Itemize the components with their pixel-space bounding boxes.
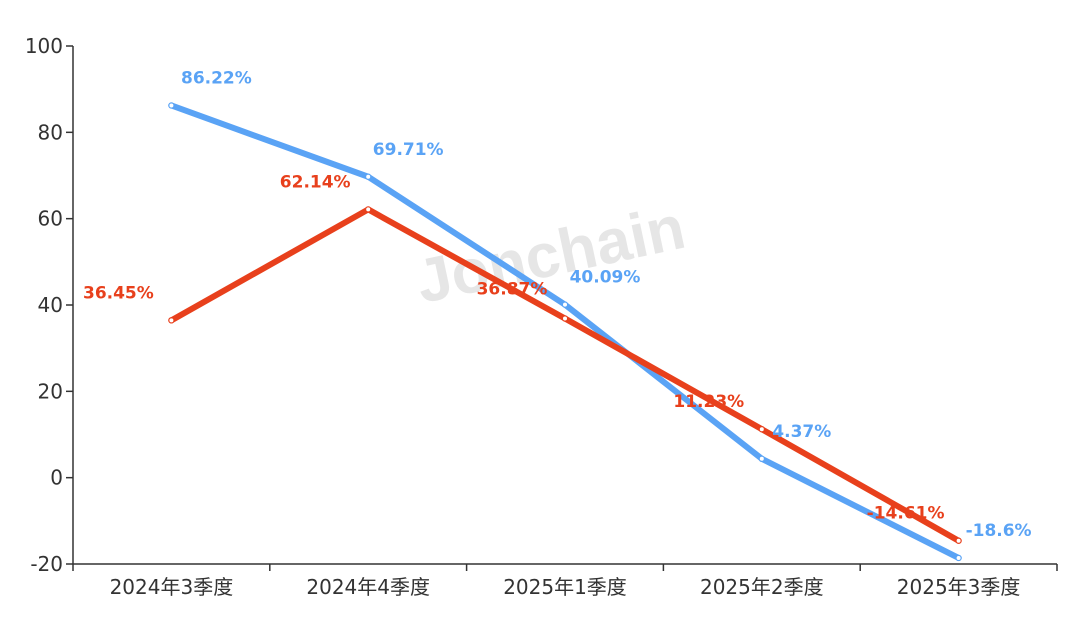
x-tick-label: 2024年3季度 bbox=[110, 575, 234, 599]
data-labels: 86.22% 69.71% 40.09% 4.37% -18.6% 36.45% 62.14… bbox=[83, 68, 1032, 540]
data-label: 69.71% bbox=[373, 140, 444, 160]
data-label: 11.23% bbox=[673, 392, 744, 412]
data-label: 40.09% bbox=[570, 268, 641, 288]
data-point bbox=[365, 173, 372, 180]
data-point bbox=[758, 455, 766, 463]
x-tick-label: 2024年4季度 bbox=[306, 575, 430, 599]
data-point bbox=[955, 554, 962, 562]
y-tick-label: 40 bbox=[38, 293, 63, 317]
data-label: 62.14% bbox=[280, 172, 351, 192]
y-tick-label: 80 bbox=[38, 120, 63, 144]
series-points bbox=[168, 102, 962, 562]
data-label: -18.6% bbox=[966, 521, 1032, 541]
axes: -20 0 20 40 60 80 100 2024年3季度 2024年4季度 2025年1季度 2… bbox=[25, 34, 1058, 599]
y-tick-label: -20 bbox=[30, 552, 63, 576]
x-tick-label: 2025年1季度 bbox=[503, 575, 627, 599]
y-tick-label: 0 bbox=[50, 466, 63, 490]
data-point bbox=[168, 102, 175, 109]
y-tick-label: 60 bbox=[38, 207, 63, 231]
y-tick-label: 100 bbox=[25, 34, 63, 58]
data-point bbox=[758, 425, 766, 433]
data-label: 36.45% bbox=[83, 283, 154, 303]
data-label: -14.61% bbox=[867, 504, 945, 524]
x-tick-label: 2025年3季度 bbox=[897, 575, 1021, 599]
data-label: 4.37% bbox=[772, 422, 831, 442]
x-tick-label: 2025年2季度 bbox=[700, 575, 824, 599]
data-point bbox=[561, 301, 569, 308]
data-point bbox=[955, 537, 962, 544]
data-label: 36.87% bbox=[477, 280, 548, 300]
y-tick-label: 20 bbox=[38, 379, 63, 403]
data-point bbox=[365, 206, 372, 213]
data-point bbox=[168, 317, 175, 324]
data-label: 86.22% bbox=[181, 68, 252, 88]
data-point bbox=[561, 315, 569, 322]
